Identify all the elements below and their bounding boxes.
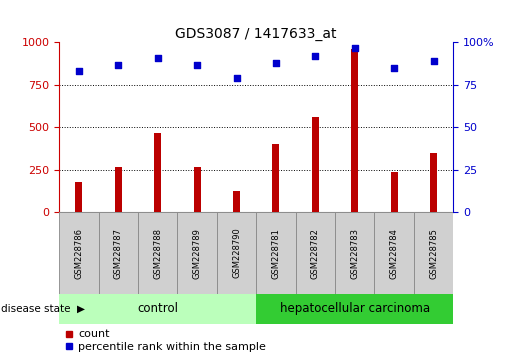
- Text: GSM228790: GSM228790: [232, 228, 241, 279]
- Text: GSM228781: GSM228781: [271, 228, 280, 279]
- Point: [390, 65, 398, 71]
- Title: GDS3087 / 1417633_at: GDS3087 / 1417633_at: [176, 28, 337, 41]
- Bar: [59, 294, 256, 324]
- Bar: [374, 212, 414, 294]
- Point: [153, 55, 162, 61]
- Bar: [430, 153, 437, 212]
- Point: [430, 58, 438, 64]
- Point: [351, 45, 359, 50]
- Point: [272, 60, 280, 66]
- Text: GSM228785: GSM228785: [429, 228, 438, 279]
- Bar: [312, 117, 319, 212]
- Point: [232, 75, 241, 81]
- Text: GSM228786: GSM228786: [75, 228, 83, 279]
- Bar: [390, 172, 398, 212]
- Bar: [177, 212, 217, 294]
- Point: [114, 62, 123, 67]
- Point: [311, 53, 319, 59]
- Bar: [75, 182, 82, 212]
- Text: hepatocellular carcinoma: hepatocellular carcinoma: [280, 302, 430, 315]
- Bar: [256, 212, 296, 294]
- Text: GSM228784: GSM228784: [390, 228, 399, 279]
- Bar: [99, 212, 138, 294]
- Point: [193, 62, 201, 67]
- Text: GSM228783: GSM228783: [350, 228, 359, 279]
- Bar: [59, 212, 99, 294]
- Text: GSM228782: GSM228782: [311, 228, 320, 279]
- Bar: [272, 144, 280, 212]
- Bar: [194, 166, 201, 212]
- Bar: [351, 49, 358, 212]
- Bar: [296, 212, 335, 294]
- Text: GSM228789: GSM228789: [193, 228, 201, 279]
- Point: [75, 69, 83, 74]
- Bar: [138, 212, 177, 294]
- Bar: [233, 191, 240, 212]
- Bar: [154, 132, 161, 212]
- Text: GSM228788: GSM228788: [153, 228, 162, 279]
- Bar: [335, 212, 374, 294]
- Bar: [414, 212, 453, 294]
- Text: GSM228787: GSM228787: [114, 228, 123, 279]
- Bar: [115, 166, 122, 212]
- Bar: [256, 294, 453, 324]
- Legend: count, percentile rank within the sample: count, percentile rank within the sample: [65, 330, 266, 352]
- Text: control: control: [137, 302, 178, 315]
- Text: disease state  ▶: disease state ▶: [1, 304, 85, 314]
- Bar: [217, 212, 256, 294]
